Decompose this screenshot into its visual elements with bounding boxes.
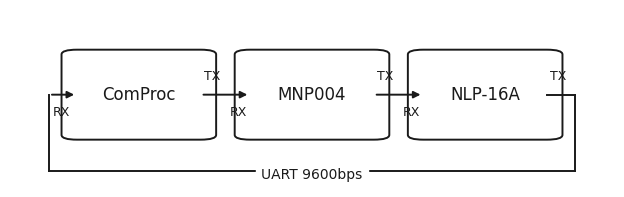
Text: NLP-16A: NLP-16A [451,86,520,104]
Text: MNP004: MNP004 [278,86,346,104]
Text: RX: RX [230,106,247,119]
Text: RX: RX [52,106,70,119]
FancyBboxPatch shape [408,50,562,140]
Text: UART 9600bps: UART 9600bps [261,168,363,182]
Text: TX: TX [377,70,393,83]
Text: RX: RX [403,106,420,119]
Text: ComProc: ComProc [102,86,175,104]
Text: TX: TX [550,70,567,83]
Text: TX: TX [204,70,220,83]
FancyBboxPatch shape [62,50,216,140]
FancyBboxPatch shape [235,50,389,140]
